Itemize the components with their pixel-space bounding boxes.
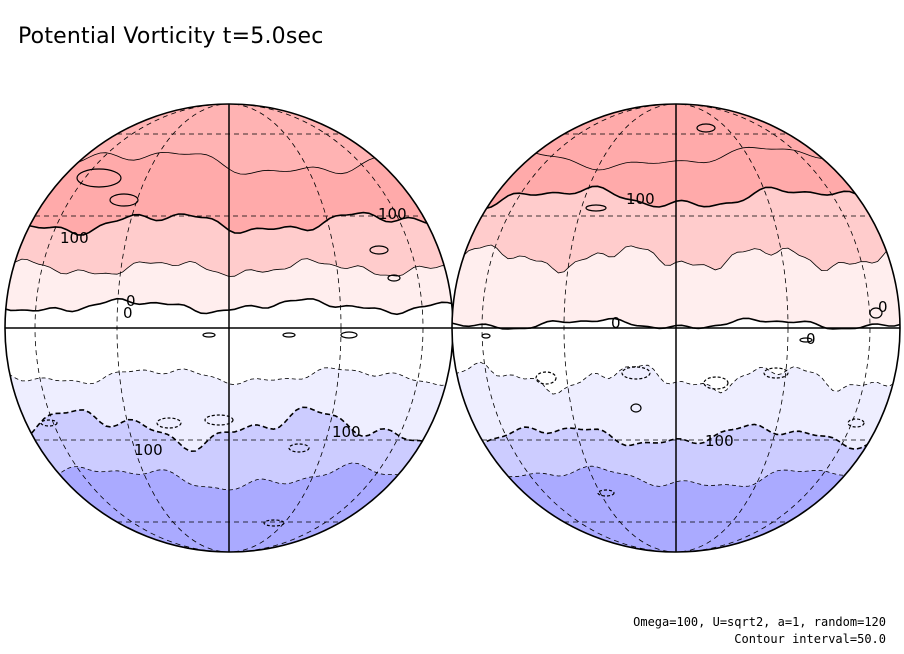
chart-footer: Omega=100, U=sqrt2, a=1, random=120 Cont…	[466, 614, 886, 648]
left-globe	[4, 103, 454, 553]
contour-eddy	[847, 418, 865, 428]
north-cap	[452, 104, 900, 170]
contour-eddy	[156, 417, 182, 429]
contour-eddy	[76, 168, 122, 188]
contour-label: 0	[806, 330, 816, 348]
contour-label: 100	[626, 190, 655, 208]
parameters-label: Omega=100, U=sqrt2, a=1, random=120	[633, 615, 886, 629]
contour-eddy	[40, 419, 58, 427]
contour-eddy	[621, 366, 651, 380]
chart-title: Potential Vorticity t=5.0sec	[18, 24, 324, 49]
contour-eddy	[585, 204, 607, 212]
contour-eddy	[630, 403, 642, 413]
contour-interval-label: Contour interval=50.0	[734, 632, 886, 646]
contour-eddy	[263, 519, 285, 527]
contour-eddy	[202, 332, 216, 338]
contour-eddy	[340, 331, 358, 339]
contour-eddy	[597, 489, 615, 497]
contour-eddy	[763, 367, 789, 379]
contour-eddy	[288, 443, 310, 453]
globe-outline	[451, 103, 901, 553]
contour-eddy	[387, 274, 401, 282]
contour-line	[452, 423, 900, 451]
contour-eddy	[204, 414, 234, 426]
contour-label: 100	[332, 423, 361, 441]
contour-eddy	[703, 376, 729, 390]
right-globe	[451, 103, 901, 553]
contour-eddy	[109, 193, 139, 207]
contour-line	[452, 465, 900, 492]
globe-fill	[452, 104, 900, 552]
contour-label: 0	[126, 292, 136, 310]
contour-label: 100	[378, 205, 407, 223]
contour-eddy	[696, 123, 716, 133]
contour-label: 0	[878, 298, 888, 316]
contour-label: 100	[60, 229, 89, 247]
contour-eddy	[535, 371, 557, 385]
contour-label: 100	[705, 432, 734, 450]
contour-eddy	[799, 337, 813, 343]
north-cap	[5, 104, 453, 179]
contour-label: 0	[611, 314, 621, 332]
contour-eddy	[282, 332, 296, 338]
contour-label: 0	[123, 304, 133, 322]
contour-eddy	[869, 307, 883, 319]
globe-fill	[5, 104, 453, 552]
contour-label: 100	[134, 441, 163, 459]
contour-eddy	[369, 245, 389, 255]
contour-line	[5, 367, 453, 386]
